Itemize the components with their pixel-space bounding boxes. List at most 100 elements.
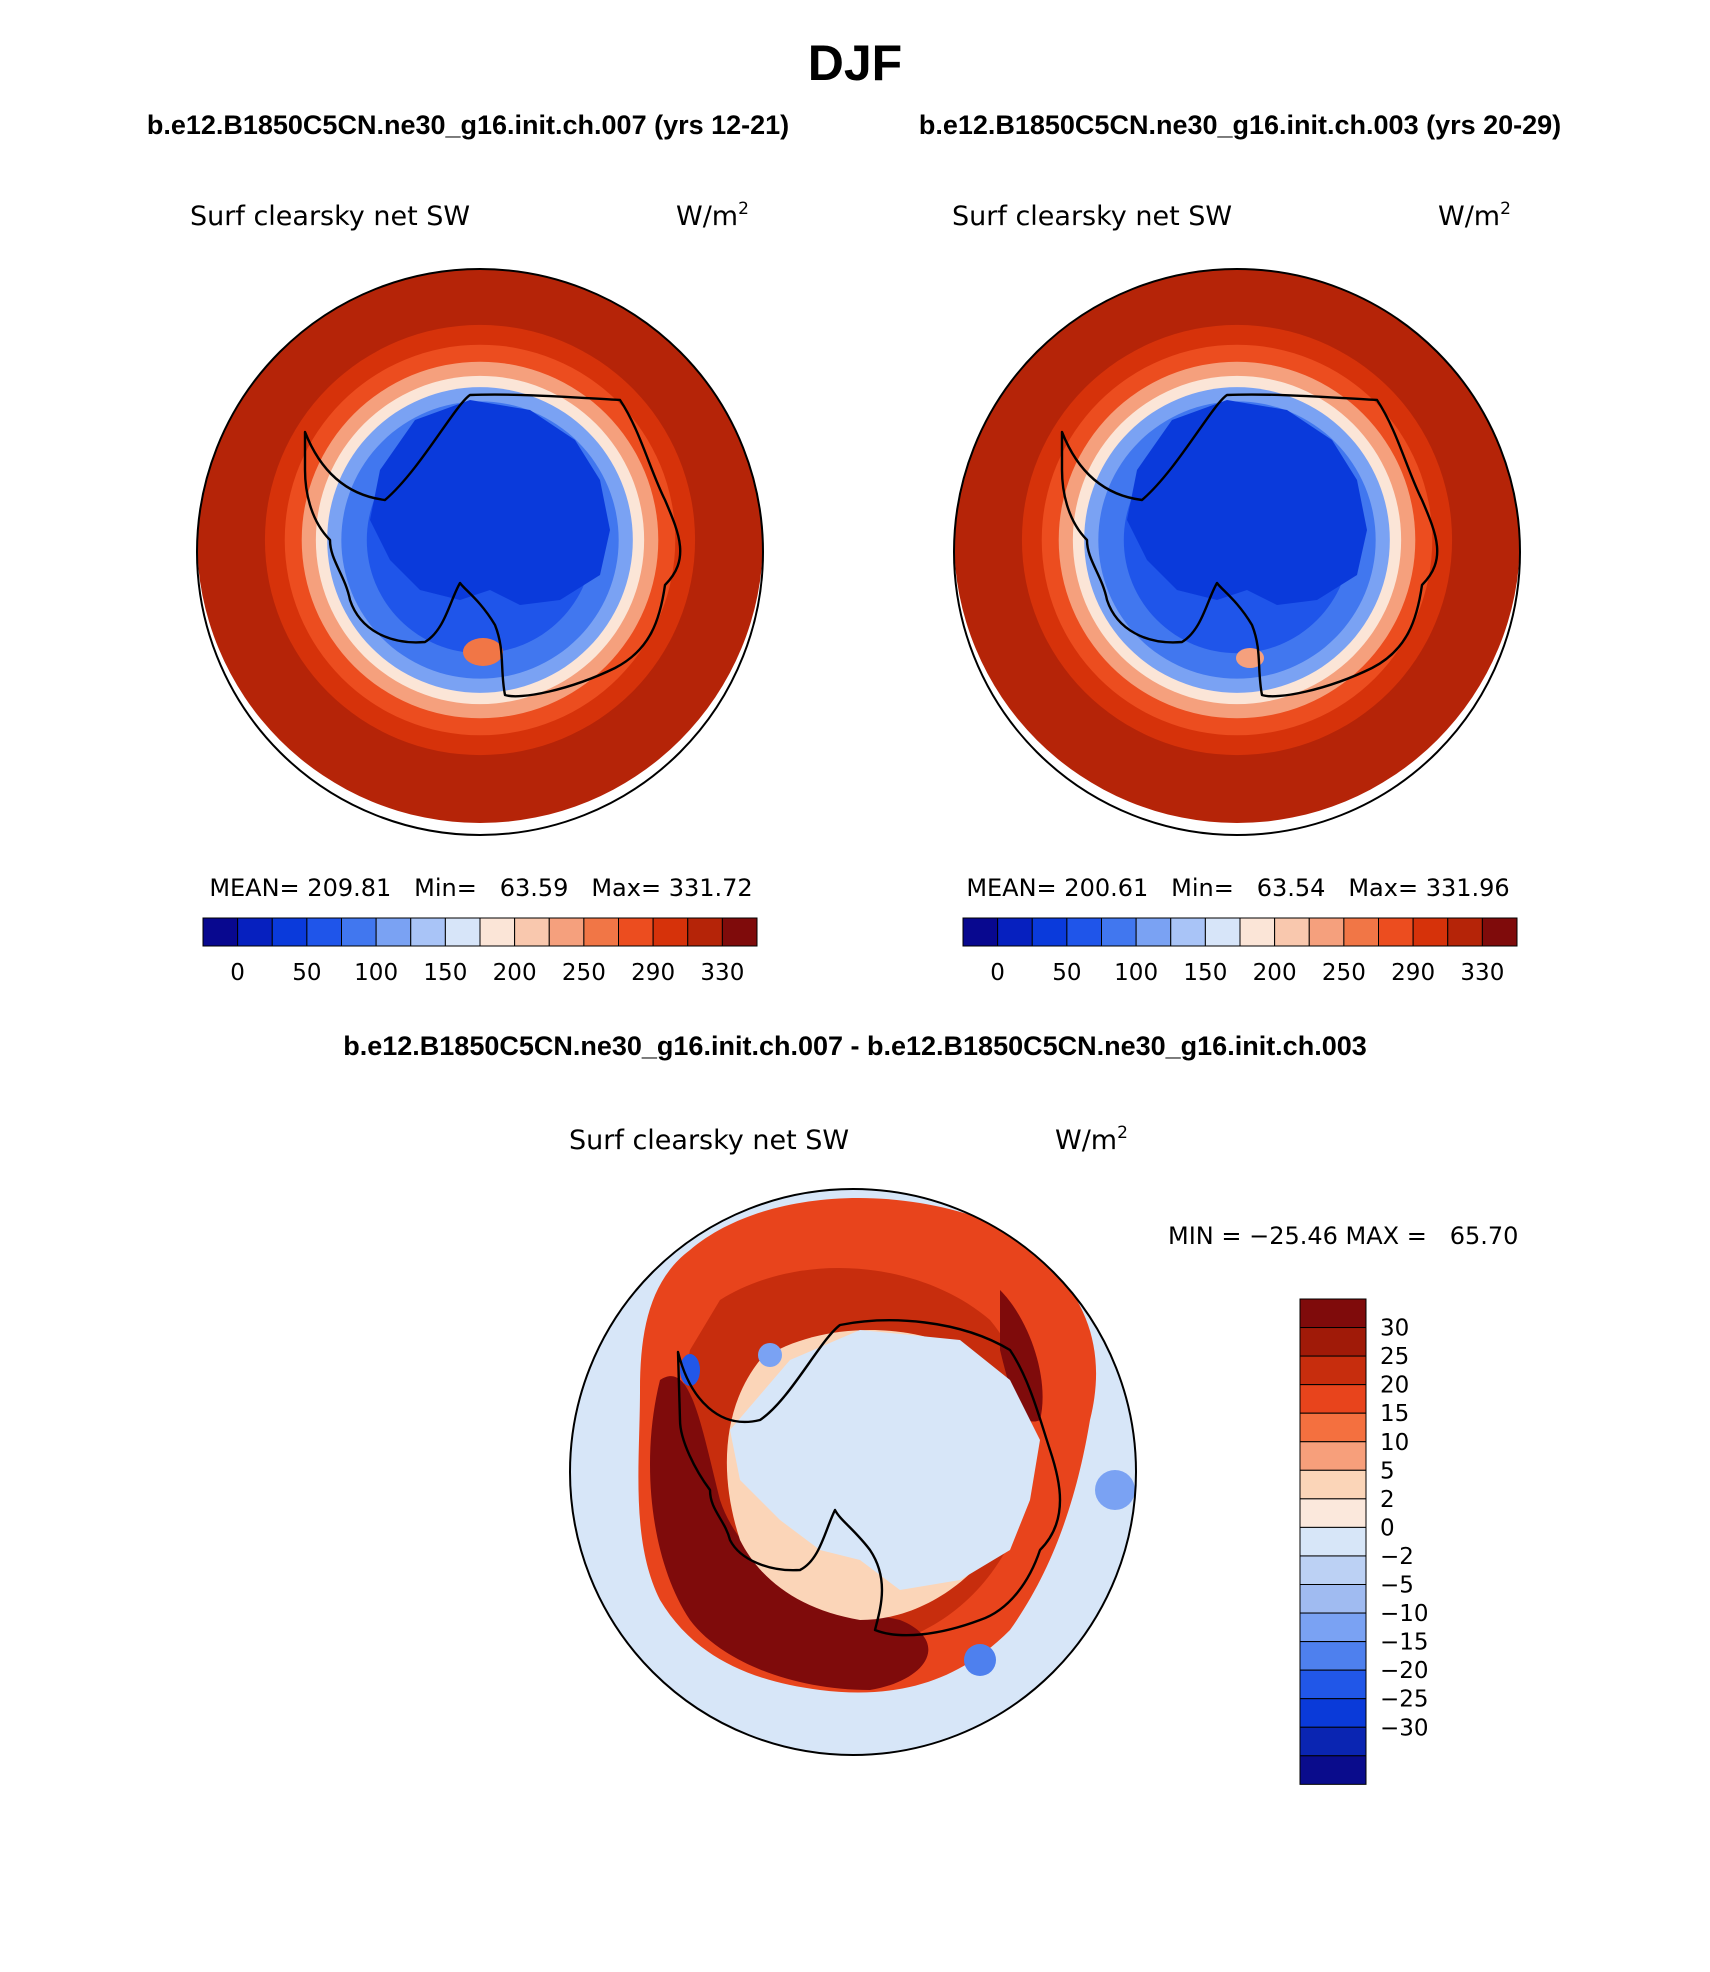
diff-colorbar-box-3 (1299, 1384, 1367, 1414)
left-panel: Surf clearsky net SW W/m2 MEAN= 209.81 M… (190, 199, 764, 986)
diff-stats: MIN = −25.46 MAX = 65.70 (1168, 1222, 1518, 1250)
diff-colorbar-box-6 (1299, 1469, 1367, 1500)
diff-negative-patch-ne (1095, 1470, 1135, 1510)
right-colorbar-box-7 (1204, 917, 1241, 947)
left-stats: MEAN= 209.81 Min= 63.59 Max= 331.72 (209, 874, 752, 902)
right-colorbar-label-1: 50 (1052, 960, 1081, 986)
diff-colorbar-box-11 (1299, 1612, 1367, 1643)
right-colorbar-box-8 (1239, 917, 1276, 947)
diff-map (570, 1189, 1136, 1755)
diff-panel: Surf clearsky net SW W/m2 MIN = −25.46 M… (569, 1123, 1518, 1785)
right-colorbar-label-5: 250 (1322, 960, 1366, 986)
diff-variable-label: Surf clearsky net SW (569, 1125, 849, 1156)
diff-antarctica-coastline (676, 1319, 1062, 1637)
diff-colorbar-box-8 (1299, 1526, 1367, 1557)
diff-colorbar-label-9: −5 (1380, 1573, 1414, 1599)
right-colorbar-label-4: 200 (1253, 960, 1297, 986)
diff-units-label: W/m2 (1055, 1123, 1128, 1156)
diff-colorbar-box-13 (1299, 1669, 1367, 1700)
diff-colorbar-box-14 (1299, 1698, 1367, 1728)
left-colorbar-box-11 (583, 917, 619, 947)
left-colorbar: 0 50 100 150 200 250 290 330 (202, 917, 758, 986)
right-colorbar-box-12 (1378, 917, 1414, 947)
left-colorbar-box-6 (410, 917, 446, 947)
left-variable-label: Surf clearsky net SW (190, 201, 470, 232)
right-colorbar-label-3: 150 (1183, 960, 1227, 986)
diff-colorbar-label-5: 5 (1380, 1458, 1395, 1484)
diff-colorbar-box-10 (1299, 1584, 1367, 1614)
left-colorbar-box-15 (721, 917, 758, 947)
right-colorbar-box-2 (1031, 917, 1068, 947)
left-colorbar-label-1: 50 (292, 960, 321, 986)
left-colorbar-box-4 (341, 917, 377, 947)
left-colorbar-box-10 (548, 917, 585, 947)
left-antarctica-coastline (303, 393, 682, 698)
diff-colorbar-label-12: −20 (1380, 1658, 1429, 1684)
diff-colorbar-box-2 (1299, 1355, 1367, 1386)
left-colorbar-box-9 (514, 917, 550, 947)
left-colorbar-label-5: 250 (562, 960, 606, 986)
diff-map-border (569, 1188, 1137, 1756)
left-colorbar-label-6: 290 (631, 960, 675, 986)
right-colorbar-label-6: 290 (1391, 960, 1435, 986)
left-ross-sea-anomaly (463, 638, 503, 666)
left-antarctica-interior (370, 400, 610, 605)
right-colorbar-box-13 (1412, 917, 1449, 947)
diff-colorbar-label-0: 30 (1380, 1316, 1409, 1342)
right-colorbar-box-14 (1447, 917, 1483, 947)
diff-colorbar-label-6: 2 (1380, 1487, 1395, 1513)
diff-colorbar-box-15 (1299, 1726, 1367, 1757)
diff-colorbar-label-14: −30 (1380, 1715, 1429, 1741)
diff-negative-patch-north (758, 1343, 782, 1367)
diff-colorbar-box-16 (1299, 1755, 1367, 1785)
left-colorbar-label-3: 150 (423, 960, 467, 986)
right-variable-label: Surf clearsky net SW (952, 201, 1232, 232)
right-colorbar-box-9 (1274, 917, 1310, 947)
case-label-left: b.e12.B1850C5CN.ne30_g16.init.ch.007 (yr… (147, 110, 789, 140)
right-colorbar-box-11 (1343, 917, 1379, 947)
left-colorbar-box-8 (479, 917, 516, 947)
diff-colorbar-box-7 (1299, 1498, 1367, 1528)
figure-title: DJF (808, 35, 902, 91)
left-colorbar-box-1 (237, 917, 273, 947)
diff-colorbar-label-1: 25 (1380, 1344, 1409, 1370)
right-antarctica-interior (1127, 400, 1367, 605)
diff-colorbar-box-9 (1299, 1555, 1367, 1585)
left-colorbar-box-14 (687, 917, 723, 947)
diff-colorbar-label-8: −2 (1380, 1544, 1414, 1570)
diff-colorbar-box-12 (1299, 1641, 1367, 1671)
right-colorbar-box-0 (962, 917, 999, 947)
diff-colorbar-box-0 (1299, 1298, 1367, 1329)
left-colorbar-box-13 (652, 917, 689, 947)
left-units-label: W/m2 (676, 199, 749, 232)
diff-colorbar-label-10: −10 (1380, 1601, 1429, 1627)
left-colorbar-label-0: 0 (230, 960, 245, 986)
left-colorbar-label-7: 330 (700, 960, 744, 986)
left-map (197, 269, 763, 823)
right-colorbar-label-0: 0 (990, 960, 1005, 986)
left-colorbar-box-5 (375, 917, 412, 947)
left-colorbar-label-2: 100 (354, 960, 398, 986)
right-colorbar-box-5 (1135, 917, 1172, 947)
diff-title: b.e12.B1850C5CN.ne30_g16.init.ch.007 - b… (343, 1031, 1367, 1061)
left-colorbar-box-0 (202, 917, 239, 947)
case-label-right: b.e12.B1850C5CN.ne30_g16.init.ch.003 (yr… (919, 110, 1561, 140)
right-colorbar-box-3 (1066, 917, 1102, 947)
right-ross-sea-anomaly (1236, 648, 1264, 668)
right-colorbar-box-6 (1170, 917, 1206, 947)
left-colorbar-box-3 (306, 917, 342, 947)
right-stats: MEAN= 200.61 Min= 63.54 Max= 331.96 (966, 874, 1509, 902)
diff-colorbar-label-7: 0 (1380, 1515, 1395, 1541)
diff-colorbar-box-1 (1299, 1327, 1367, 1357)
diff-colorbar-label-2: 20 (1380, 1373, 1409, 1399)
diff-colorbar-label-11: −15 (1380, 1630, 1429, 1656)
right-colorbar-box-1 (997, 917, 1033, 947)
right-colorbar-box-15 (1481, 917, 1518, 947)
left-colorbar-box-12 (618, 917, 654, 947)
diff-antarctica-field (730, 1330, 1040, 1590)
right-panel: Surf clearsky net SW W/m2 MEAN= 200.61 M… (952, 199, 1521, 986)
left-colorbar-box-7 (444, 917, 481, 947)
diff-colorbar-box-5 (1299, 1441, 1367, 1471)
